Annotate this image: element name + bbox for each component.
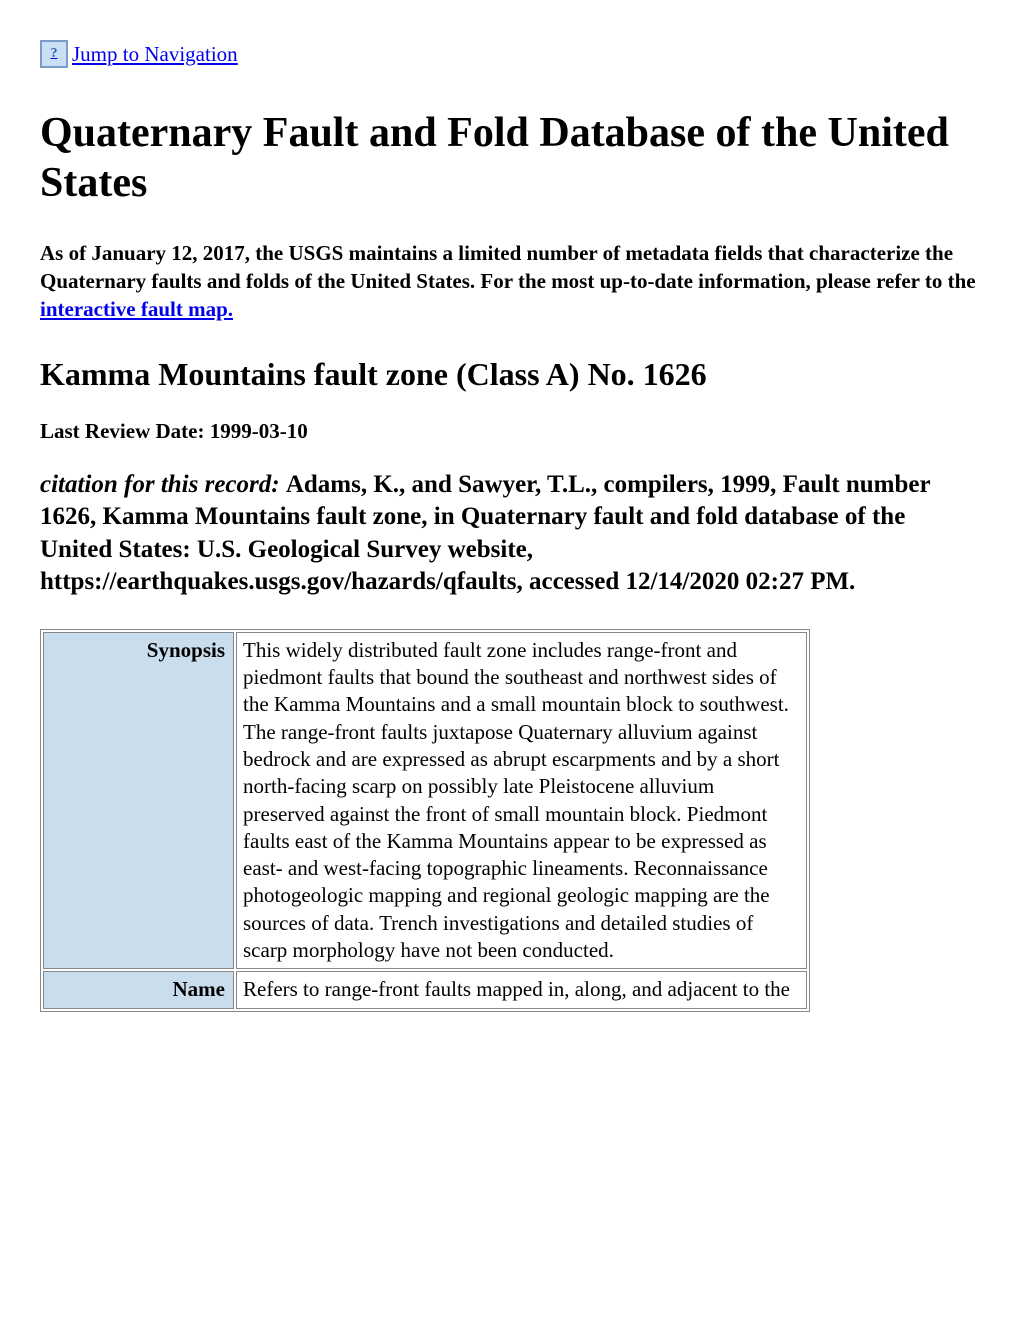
citation-label: citation for this record: [40, 471, 286, 498]
table-row: Synopsis This widely distributed fault z… [43, 632, 807, 970]
notice-paragraph: As of January 12, 2017, the USGS maintai… [40, 239, 980, 324]
notice-text: As of January 12, 2017, the USGS maintai… [40, 241, 976, 293]
synopsis-label: Synopsis [43, 632, 234, 970]
skip-link-text: Jump to Navigation [72, 42, 238, 67]
table-row: Name Refers to range-front faults mapped… [43, 971, 807, 1008]
review-date-label: Last Review Date: [40, 419, 210, 443]
review-date-value: 1999-03-10 [210, 419, 308, 443]
help-icon: ? [40, 40, 68, 68]
name-label: Name [43, 971, 234, 1008]
interactive-fault-map-link[interactable]: interactive fault map. [40, 297, 233, 321]
fault-heading: Kamma Mountains fault zone (Class A) No.… [40, 354, 980, 394]
citation: citation for this record: Adams, K., and… [40, 469, 980, 599]
page-title: Quaternary Fault and Fold Database of th… [40, 108, 980, 209]
jump-to-navigation-link[interactable]: ? Jump to Navigation [40, 40, 238, 68]
fault-data-table: Synopsis This widely distributed fault z… [40, 629, 810, 1012]
name-value: Refers to range-front faults mapped in, … [236, 971, 807, 1008]
synopsis-value: This widely distributed fault zone inclu… [236, 632, 807, 970]
review-date: Last Review Date: 1999-03-10 [40, 419, 980, 444]
